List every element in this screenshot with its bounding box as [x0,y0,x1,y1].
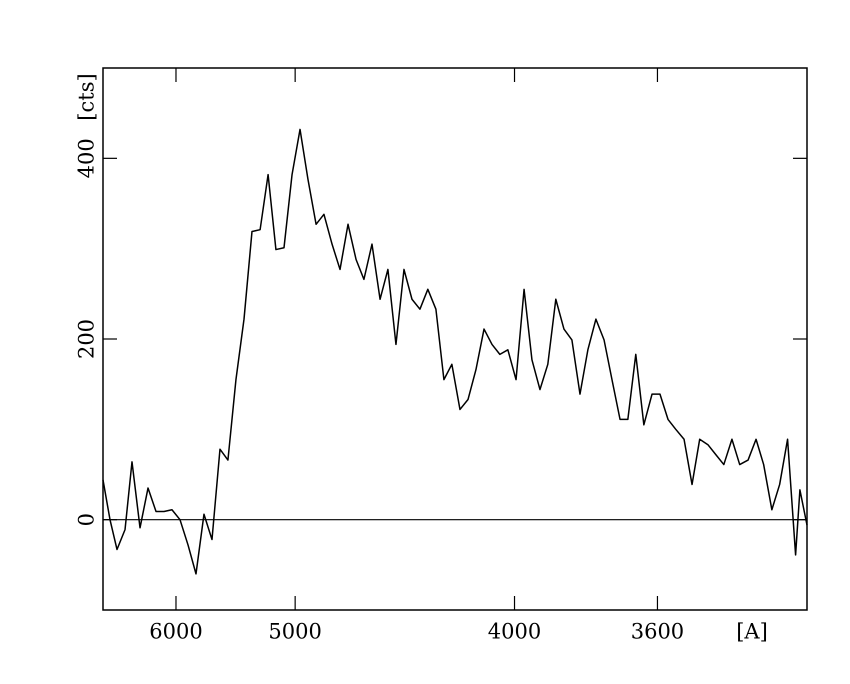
y-tick-label: 0 [75,513,99,526]
spectrum-line [102,128,808,575]
y-tick-label: 400 [75,138,99,178]
x-tick-label: 4000 [488,620,541,644]
y-tick-label: 200 [75,319,99,359]
x-tick-label: 6000 [149,620,202,644]
x-tick-label: 3600 [631,620,684,644]
x-axis-label: [A] [736,620,768,644]
y-axis-label: [cts] [75,73,99,120]
x-tick-label: 5000 [268,620,321,644]
